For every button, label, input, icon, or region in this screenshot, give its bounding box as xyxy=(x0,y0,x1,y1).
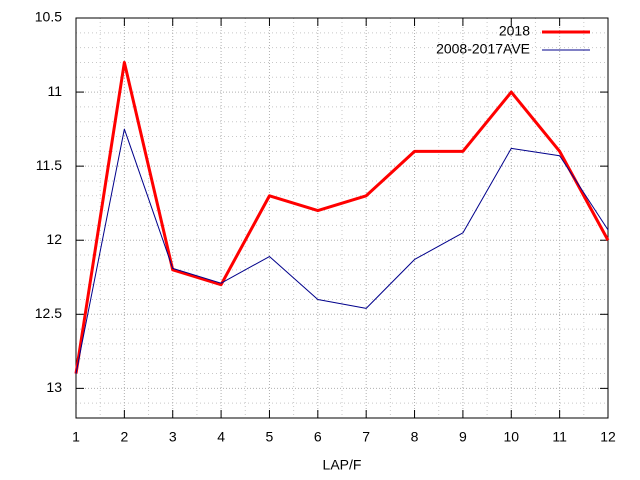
legend-label: 2018 xyxy=(499,23,530,39)
plot-frame xyxy=(75,17,609,419)
y-tick-label: 11.5 xyxy=(36,157,62,173)
y-tick-label: 12.5 xyxy=(35,305,62,321)
x-tick-label: 8 xyxy=(411,429,419,445)
x-axis-label: LAP/F xyxy=(323,457,362,473)
series-line xyxy=(75,128,609,374)
x-tick-label: 1 xyxy=(72,429,80,445)
x-tick-label: 12 xyxy=(600,429,616,445)
y-tick-label: 12 xyxy=(46,231,62,247)
series-line xyxy=(74,60,610,374)
x-tick-label: 10 xyxy=(503,429,519,445)
legend-label: 2008-2017AVE xyxy=(436,41,530,57)
x-tick-label: 9 xyxy=(459,429,467,445)
y-tick-label: 13 xyxy=(46,379,62,395)
x-tick-label: 11 xyxy=(552,429,567,445)
y-tick-label: 10.5 xyxy=(35,9,62,25)
x-tick-label: 4 xyxy=(217,429,225,445)
x-tick-label: 7 xyxy=(362,429,370,445)
x-tick-label: 5 xyxy=(266,429,274,445)
x-tick-label: 3 xyxy=(169,429,177,445)
x-tick-label: 6 xyxy=(314,429,322,445)
y-tick-label: 11 xyxy=(47,83,62,99)
x-tick-label: 2 xyxy=(120,429,128,445)
